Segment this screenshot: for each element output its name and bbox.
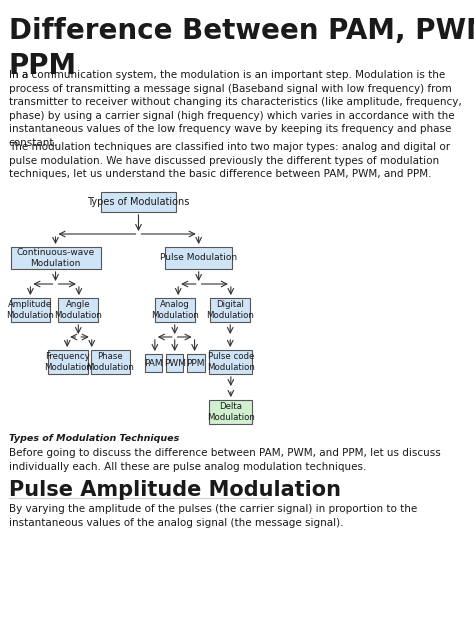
Text: By varying the amplitude of the pulses (the carrier signal) in proportion to the: By varying the amplitude of the pulses (… <box>9 504 417 528</box>
Text: Delta
Modulation: Delta Modulation <box>207 403 255 422</box>
Text: Pulse Modulation: Pulse Modulation <box>160 253 237 262</box>
FancyBboxPatch shape <box>210 298 250 322</box>
FancyBboxPatch shape <box>209 350 253 374</box>
FancyBboxPatch shape <box>10 298 50 322</box>
Text: Types of Modulation Techniques: Types of Modulation Techniques <box>9 434 179 443</box>
Text: Phase
Modulation: Phase Modulation <box>86 352 134 372</box>
Text: PWM: PWM <box>164 358 186 367</box>
FancyBboxPatch shape <box>155 298 195 322</box>
Text: PAM: PAM <box>145 358 163 367</box>
Text: Amplitude
Modulation: Amplitude Modulation <box>7 300 55 320</box>
FancyBboxPatch shape <box>91 350 130 374</box>
Text: In a: In a <box>9 70 31 80</box>
FancyBboxPatch shape <box>58 298 98 322</box>
Text: Pulse Amplitude Modulation: Pulse Amplitude Modulation <box>9 480 341 500</box>
Text: Frequency
Modulation: Frequency Modulation <box>44 352 92 372</box>
Text: Analog
Modulation: Analog Modulation <box>151 300 199 320</box>
Text: PPM: PPM <box>186 358 205 367</box>
FancyBboxPatch shape <box>145 354 163 372</box>
Text: Digital
Modulation: Digital Modulation <box>206 300 254 320</box>
FancyBboxPatch shape <box>187 354 204 372</box>
Text: In a communication system, the modulation is an important step. Modulation is th: In a communication system, the modulatio… <box>9 70 462 148</box>
Text: Angle
Modulation: Angle Modulation <box>55 300 102 320</box>
FancyBboxPatch shape <box>166 354 183 372</box>
Text: Types of Modulations: Types of Modulations <box>87 197 190 207</box>
Text: Difference Between PAM, PWM and
PPM: Difference Between PAM, PWM and PPM <box>9 17 474 80</box>
FancyBboxPatch shape <box>165 247 232 269</box>
FancyBboxPatch shape <box>10 247 101 269</box>
Text: Before going to discuss the difference between PAM, PWM, and PPM, let us discuss: Before going to discuss the difference b… <box>9 448 440 471</box>
FancyBboxPatch shape <box>48 350 88 374</box>
FancyBboxPatch shape <box>100 192 176 212</box>
Text: The modulation techniques are classified into two major types: analog and digita: The modulation techniques are classified… <box>9 142 450 179</box>
Text: Pulse code
Modulation: Pulse code Modulation <box>207 352 255 372</box>
FancyBboxPatch shape <box>209 400 253 424</box>
Text: Continuous-wave Modulation: Continuous-wave Modulation <box>17 248 95 268</box>
